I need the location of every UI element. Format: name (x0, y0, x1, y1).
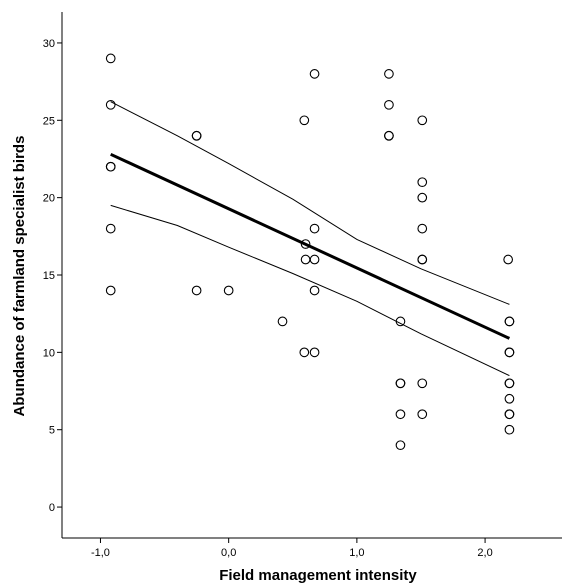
data-point (417, 115, 428, 126)
data-point (309, 254, 320, 265)
x-axis-title: Field management intensity (219, 567, 417, 584)
data-point (395, 409, 406, 420)
data-point (504, 409, 515, 420)
data-point (223, 285, 234, 296)
data-point (105, 99, 116, 110)
data-point (277, 316, 288, 327)
data-point (191, 285, 202, 296)
data-point (504, 424, 515, 435)
data-point (417, 378, 428, 389)
data-point (504, 378, 515, 389)
data-point (300, 254, 311, 265)
y-tick-label: 30 (43, 38, 55, 50)
data-point (395, 378, 406, 389)
data-point (299, 115, 310, 126)
y-tick-label: 20 (43, 193, 55, 205)
data-point (384, 99, 394, 110)
data-point (504, 347, 515, 358)
data-point (417, 177, 428, 188)
x-tick-label: 0,0 (221, 547, 236, 559)
x-tick-label: 2,0 (477, 547, 492, 559)
data-point (417, 254, 428, 265)
data-point (503, 254, 514, 265)
data-point (417, 223, 428, 234)
data-point (504, 316, 515, 327)
axes: 0 5 10 15 20 25 30 -1,0 0,0 1,0 2,0 (43, 12, 562, 559)
y-axis-title: Abundance of farmland specialist birds (11, 136, 28, 417)
data-point (191, 130, 202, 141)
data-points (105, 53, 515, 451)
data-point (309, 223, 320, 234)
y-tick-label: 10 (43, 347, 55, 359)
data-point (384, 69, 394, 79)
data-point (417, 192, 428, 203)
x-tick-label: -1,0 (91, 547, 110, 559)
regression-line (110, 152, 511, 340)
data-point (309, 69, 320, 79)
data-point (504, 393, 515, 404)
ci-lower-line (110, 204, 510, 377)
data-point (395, 316, 406, 327)
data-point (299, 347, 310, 358)
data-point (300, 239, 311, 249)
data-point (105, 161, 116, 172)
data-point (105, 285, 116, 296)
y-tick-label: 0 (49, 502, 55, 514)
data-point (105, 53, 116, 64)
data-point (309, 347, 320, 358)
data-point (395, 440, 406, 451)
y-tick-label: 25 (43, 115, 55, 127)
data-point (417, 409, 428, 420)
regression-line-group (110, 152, 511, 340)
data-point (105, 223, 116, 234)
data-point (309, 285, 320, 296)
ci-upper-line (110, 101, 510, 305)
confidence-band (110, 101, 510, 377)
y-tick-label: 15 (43, 270, 55, 282)
data-point (384, 130, 394, 141)
x-tick-label: 1,0 (349, 547, 364, 559)
y-tick-label: 5 (49, 425, 55, 437)
